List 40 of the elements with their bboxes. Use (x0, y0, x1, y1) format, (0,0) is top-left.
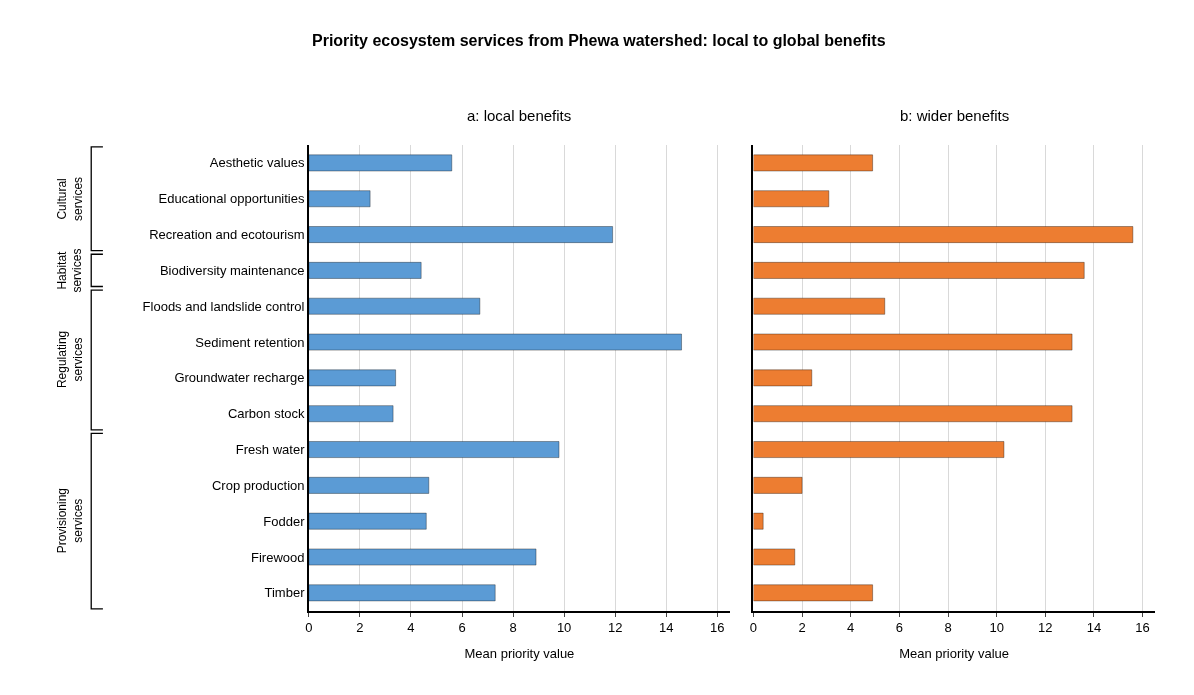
x-tick-label: 8 (509, 620, 517, 636)
y-tick-label: Fresh water (235, 442, 306, 458)
x-tick-label: 8 (944, 620, 952, 636)
text: Priority ecosystem services from Phewa watershed: local to global benefits (312, 32, 886, 49)
x-tick-label: 14 (1086, 620, 1102, 636)
y-tick-label: Fodder (263, 513, 306, 529)
chart-title: b: wider benefits (900, 107, 1010, 124)
x-tick-label: 10 (989, 620, 1004, 636)
x-axis-title: Mean priority value (464, 646, 575, 662)
x-tick-label: 0 (749, 620, 758, 636)
x-tick-label: 6 (458, 620, 466, 636)
x-axis-title: Mean priority value (899, 646, 1010, 662)
y-tick-label: Crop production (211, 477, 305, 493)
y-tick-label: Timber (264, 585, 306, 601)
y-tick-label: Recreation and ecotourism (149, 227, 305, 243)
text: Habitat services (54, 248, 85, 293)
x-tick-label: 10 (556, 620, 572, 636)
chart-title: a: local benefits (467, 107, 572, 124)
x-tick-label: 12 (607, 620, 623, 636)
y-tick-label: Carbon stock (227, 406, 305, 422)
x-tick-label: 14 (658, 620, 674, 636)
x-tick-label: 2 (798, 620, 806, 636)
text: Regulating services (55, 330, 85, 389)
x-tick-label: 2 (356, 620, 364, 636)
y-tick-label: Groundwater recharge (174, 370, 305, 386)
x-tick-label: 12 (1038, 620, 1053, 636)
text: Provisioning services (54, 487, 85, 554)
y-tick-label: Firewood (251, 549, 305, 565)
y-tick-label: Sediment retention (195, 334, 305, 350)
x-tick-label: 0 (305, 620, 313, 636)
x-tick-label: 4 (847, 620, 855, 636)
x-tick-label: 16 (710, 620, 725, 636)
y-tick-label: Floods and landslide control (142, 298, 305, 314)
y-tick-label: Aesthetic values (209, 155, 305, 171)
x-tick-label: 4 (407, 620, 415, 636)
y-tick-label: Educational opportunities (158, 191, 305, 207)
x-tick-label: 16 (1135, 620, 1150, 636)
x-tick-label: 6 (895, 620, 903, 636)
y-tick-label: Biodiversity maintenance (159, 262, 305, 278)
text: Cultural services (55, 176, 86, 221)
